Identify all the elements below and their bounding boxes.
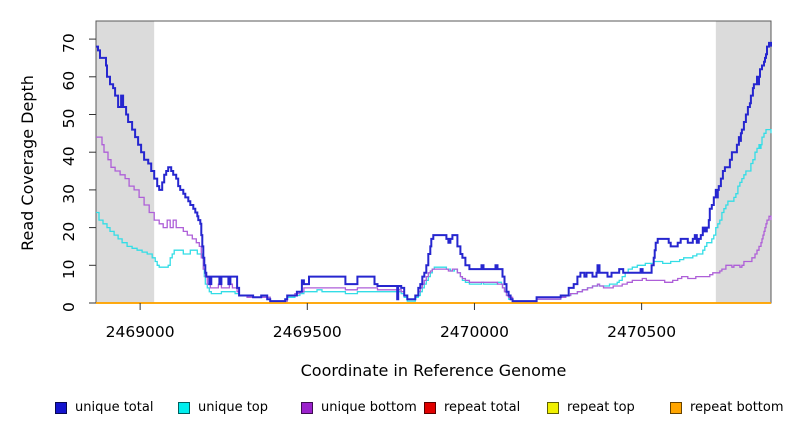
legend-swatch-unique-total: [55, 401, 67, 414]
plot-area: 2469000 2469500 2470000 2470500 0 10 20 30 40 50 6…: [60, 20, 772, 341]
y-axis-tick-label: 60: [60, 71, 78, 91]
legend-label-repeat-top: repeat top: [567, 400, 635, 415]
y-axis-tick-label: 0: [60, 302, 78, 312]
y-axis-tick-label: 50: [60, 109, 78, 129]
y-axis-tick-label: 40: [60, 146, 78, 166]
legend-label-repeat-total: repeat total: [444, 400, 521, 415]
legend-swatch-repeat-top: [547, 401, 559, 414]
right-repeat-region: [715, 21, 771, 303]
legend-item-unique-total: unique total: [55, 400, 178, 415]
x-axis-tick-label: 2470000: [440, 323, 509, 341]
legend-label-repeat-bottom: repeat bottom: [690, 400, 784, 415]
y-axis-tick-label: 70: [60, 33, 78, 53]
legend-item-unique-top: unique top: [178, 400, 301, 415]
legend-label-unique-top: unique top: [198, 400, 269, 415]
legend-swatch-repeat-bottom: [670, 401, 682, 414]
x-axis-tick-label: 2469000: [106, 323, 175, 341]
legend-label-unique-total: unique total: [75, 400, 154, 415]
series-line-unique-top: [96, 128, 772, 302]
series-line-unique-total: [96, 41, 772, 303]
legend-swatch-repeat-total: [424, 401, 436, 414]
legend: unique total unique top unique bottom repea…: [55, 400, 792, 415]
y-axis-tick-label: 20: [60, 222, 78, 242]
y-axis-tick-label: 10: [60, 259, 78, 279]
legend-item-repeat-total: repeat total: [424, 400, 547, 415]
legend-label-unique-bottom: unique bottom: [321, 400, 417, 415]
left-repeat-region: [96, 21, 155, 303]
legend-swatch-unique-bottom: [301, 401, 313, 414]
y-axis-tick-label: 30: [60, 184, 78, 204]
x-axis-tick-label: 2469500: [273, 323, 342, 341]
x-axis-title: Coordinate in Reference Genome: [300, 361, 567, 380]
x-axis-tick-label: 2470500: [607, 323, 676, 341]
series-line-unique-bottom: [96, 136, 772, 302]
y-axis-title: Read Coverage Depth: [18, 75, 37, 251]
legend-swatch-unique-top: [178, 401, 190, 414]
legend-item-unique-bottom: unique bottom: [301, 400, 424, 415]
plot-border: [95, 20, 772, 304]
legend-item-repeat-top: repeat top: [547, 400, 670, 415]
legend-item-repeat-bottom: repeat bottom: [670, 400, 784, 415]
